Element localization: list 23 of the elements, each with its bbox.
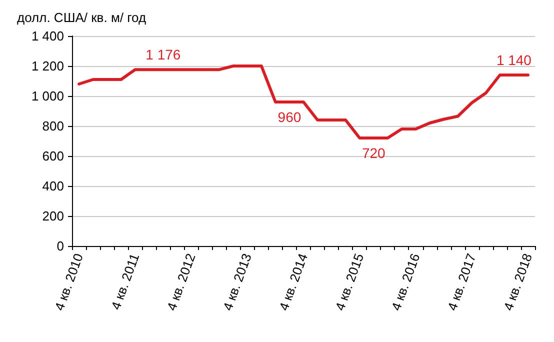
x-tick-label: 4 кв. 2015: [332, 251, 367, 313]
x-tick-label: 4 кв. 2016: [388, 251, 423, 313]
y-tick-label: 1 000: [31, 88, 64, 104]
y-tick-label: 1 200: [31, 58, 64, 74]
y-tick-label: 0: [56, 238, 64, 254]
y-tick-label: 1 400: [31, 28, 64, 44]
y-tick-label: 400: [42, 178, 64, 194]
data-label: 1 140: [496, 52, 532, 68]
y-tick-label: 200: [42, 208, 64, 224]
y-axis-title: долл. США/ кв. м/ год: [17, 10, 146, 25]
x-tick-label: 4 кв. 2013: [220, 251, 254, 313]
x-tick-label: 4 кв. 2012: [164, 251, 198, 313]
y-tick-label: 600: [42, 148, 64, 164]
data-label: 720: [362, 145, 386, 161]
x-tick-label: 4 кв. 2010: [52, 251, 86, 313]
y-tick-label: 800: [42, 118, 64, 134]
line-series: [78, 64, 530, 140]
x-tick-label: 4 кв. 2011: [108, 251, 142, 312]
x-tick-label: 4 кв. 2014: [276, 251, 311, 313]
data-label: 1 176: [146, 46, 181, 63]
data-label: 960: [278, 109, 302, 125]
x-tick-label: 4 кв. 2018: [500, 251, 536, 313]
x-tick-label: 4 кв. 2017: [444, 251, 479, 313]
